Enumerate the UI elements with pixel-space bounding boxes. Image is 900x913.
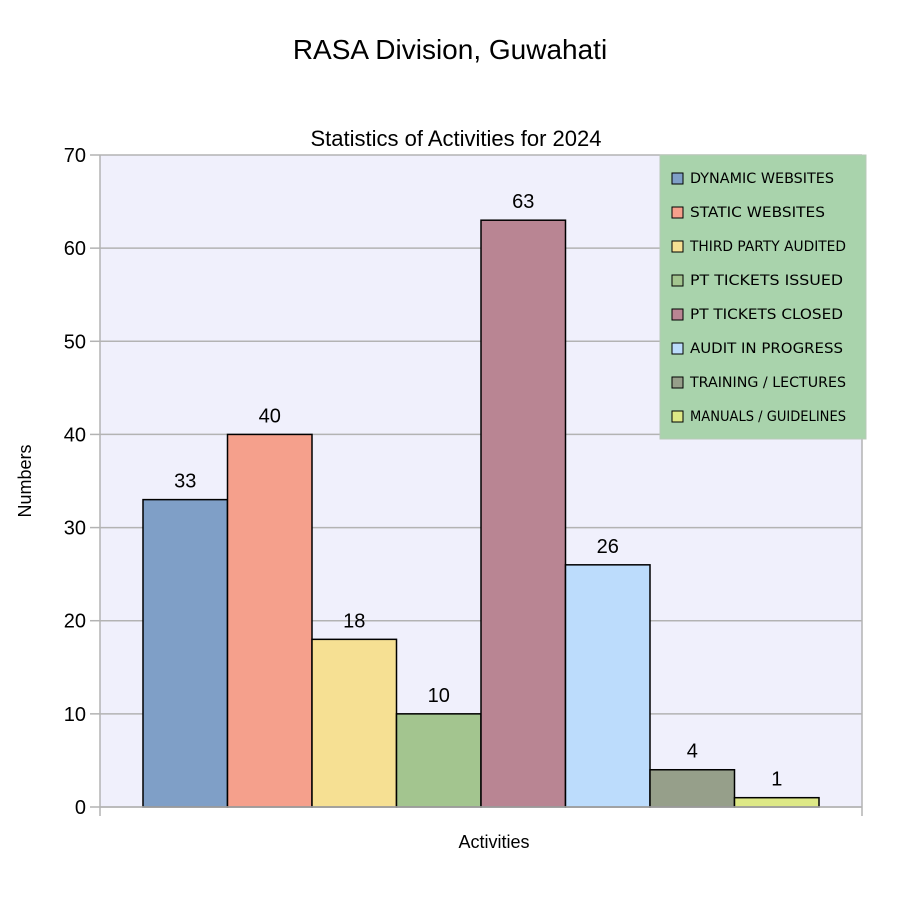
legend-label: STATIC WEBSITES [690,205,825,221]
y-tick-label: 10 [64,704,86,726]
legend-label: PT TICKETS ISSUED [690,273,843,289]
legend-swatch [671,172,684,185]
bar-manuals-guidelines [733,796,820,808]
chart-title: Statistics of Activities for 2024 [310,126,601,151]
axes: 0 10 20 30 40 50 60 70 [64,145,863,819]
bar-static-websites [226,433,313,808]
legend-label: PT TICKETS CLOSED [690,307,843,323]
x-axis-label: Activities [458,832,529,852]
bar-training-lectures [649,768,736,808]
bar-audit-in-progress [564,564,651,808]
legend-label: DYNAMIC WEBSITES [690,171,834,187]
bar-third-party-audited [311,638,398,808]
data-label: 4 [687,741,698,763]
legend-label: AUDIT IN PROGRESS [690,341,843,357]
data-label: 1 [771,769,782,791]
y-tick-label: 50 [64,331,86,353]
legend-label: MANUALS / GUIDELINES [690,409,846,425]
legend: DYNAMIC WEBSITES STATIC WEBSITES THIRD PAR… [659,154,867,440]
legend-label: THIRD PARTY AUDITED [689,239,846,255]
data-label: 26 [597,536,619,558]
legend-swatch [671,206,684,219]
data-label: 18 [343,610,365,632]
data-labels: 33 40 18 10 63 26 4 1 [174,191,782,790]
y-tick-label: 20 [64,611,86,633]
y-tick-label: 70 [64,145,86,167]
legend-swatch [671,410,684,423]
legend-swatch [671,342,684,355]
legend-swatch [671,240,684,253]
y-tick-label: 60 [64,238,86,260]
legend-label: TRAINING / LECTURES [689,375,846,391]
bar-pt-tickets-closed [480,219,567,808]
legend-swatch [671,274,684,287]
bar-dynamic-websites [142,498,229,808]
page-title: RASA Division, Guwahati [292,34,608,65]
bar-pt-tickets-issued [395,713,482,808]
data-label: 40 [259,405,281,427]
y-axis-label: Numbers [15,444,35,517]
legend-swatch [671,376,684,389]
data-label: 63 [512,191,534,213]
legend-swatch [671,308,684,321]
data-label: 10 [428,685,450,707]
legend-box [659,154,867,440]
bars [142,219,820,808]
data-label: 33 [174,471,196,493]
y-tick-label: 30 [64,518,86,540]
y-tick-label: 40 [64,424,86,446]
y-tick-label: 0 [75,797,86,819]
